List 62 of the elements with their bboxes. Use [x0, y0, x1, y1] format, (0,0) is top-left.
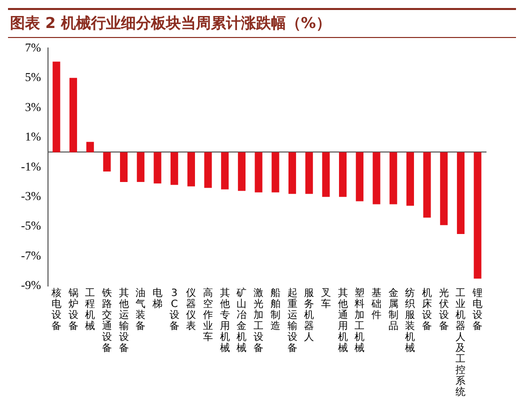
- y-tick-label: -3%: [20, 188, 41, 203]
- y-tick-label: -7%: [20, 248, 41, 262]
- x-tick-label: 光伏设备: [438, 287, 449, 332]
- x-tick-label: 油气装备: [136, 287, 146, 332]
- x-tick-label: 其他专用机械: [220, 287, 230, 354]
- x-tick-label: 锂电设备: [472, 288, 483, 332]
- bar: [272, 152, 280, 192]
- x-tick-label: 服务机器人: [304, 288, 314, 344]
- x-tick-label: 基础件: [370, 287, 382, 322]
- x-tick-label: 工程机械: [85, 288, 96, 332]
- x-tick-label: 叉车: [320, 288, 331, 310]
- chart-title: 图表 2 机械行业细分板块当周累计涨跌幅（%）: [8, 8, 516, 38]
- bar: [103, 152, 111, 172]
- bar: [288, 152, 296, 194]
- x-tick-label: 金属制品: [388, 287, 398, 332]
- bar: [221, 152, 229, 190]
- bar: [52, 62, 60, 152]
- bar: [86, 142, 94, 152]
- x-tick-label: 核电设备: [50, 287, 62, 332]
- bar: [406, 152, 414, 206]
- x-tick-label: 锅炉设备: [67, 288, 78, 332]
- y-tick-label: -5%: [20, 218, 41, 233]
- x-tick-label: 起重运输设备: [287, 287, 298, 354]
- bar: [120, 152, 128, 182]
- y-tick-label: 1%: [24, 130, 41, 144]
- bar: [339, 152, 347, 197]
- bar: [390, 152, 398, 204]
- bar: [69, 78, 78, 152]
- y-tick-label: 5%: [24, 70, 41, 84]
- x-tick-label: 3C设备: [169, 288, 180, 332]
- bar: [187, 152, 195, 186]
- x-tick-label: 仪器仪表: [186, 287, 196, 332]
- x-tick-label: 机床设备: [422, 287, 432, 332]
- bar: [238, 152, 246, 191]
- bar: [423, 152, 431, 218]
- y-tick-label: 3%: [24, 100, 41, 114]
- x-tick-label: 铁路交通设备: [100, 287, 112, 354]
- bar: [356, 152, 364, 202]
- x-tick-label: 矿山冶金机械: [236, 287, 247, 354]
- bar: [372, 152, 380, 204]
- bar: [456, 152, 465, 234]
- bar: [440, 152, 448, 226]
- y-tick-label: 7%: [24, 40, 41, 54]
- bar: [305, 152, 313, 194]
- x-tick-label: 其他通用机械: [338, 287, 348, 354]
- y-tick-label: -9%: [20, 278, 41, 292]
- x-tick-label: 纺织服装机械: [405, 287, 416, 354]
- category-label: 工业机器人及工控系统: [456, 288, 466, 398]
- bar: [136, 152, 144, 182]
- y-tick-label: -1%: [20, 159, 41, 174]
- bar: [170, 152, 178, 185]
- bar: [474, 152, 482, 279]
- x-tick-label: 电梯: [151, 287, 162, 310]
- bar: [204, 152, 212, 188]
- bar: [322, 152, 330, 197]
- x-tick-label: 激光加工设备: [254, 287, 264, 354]
- x-tick-label: 塑料加工机械: [354, 287, 365, 354]
- x-tick-label: 其他运输设备: [118, 287, 129, 354]
- bar: [254, 152, 262, 192]
- bar: [154, 152, 162, 184]
- x-tick-label: 高空作业车: [202, 287, 214, 344]
- x-tick-label: 船舶制造: [270, 288, 280, 332]
